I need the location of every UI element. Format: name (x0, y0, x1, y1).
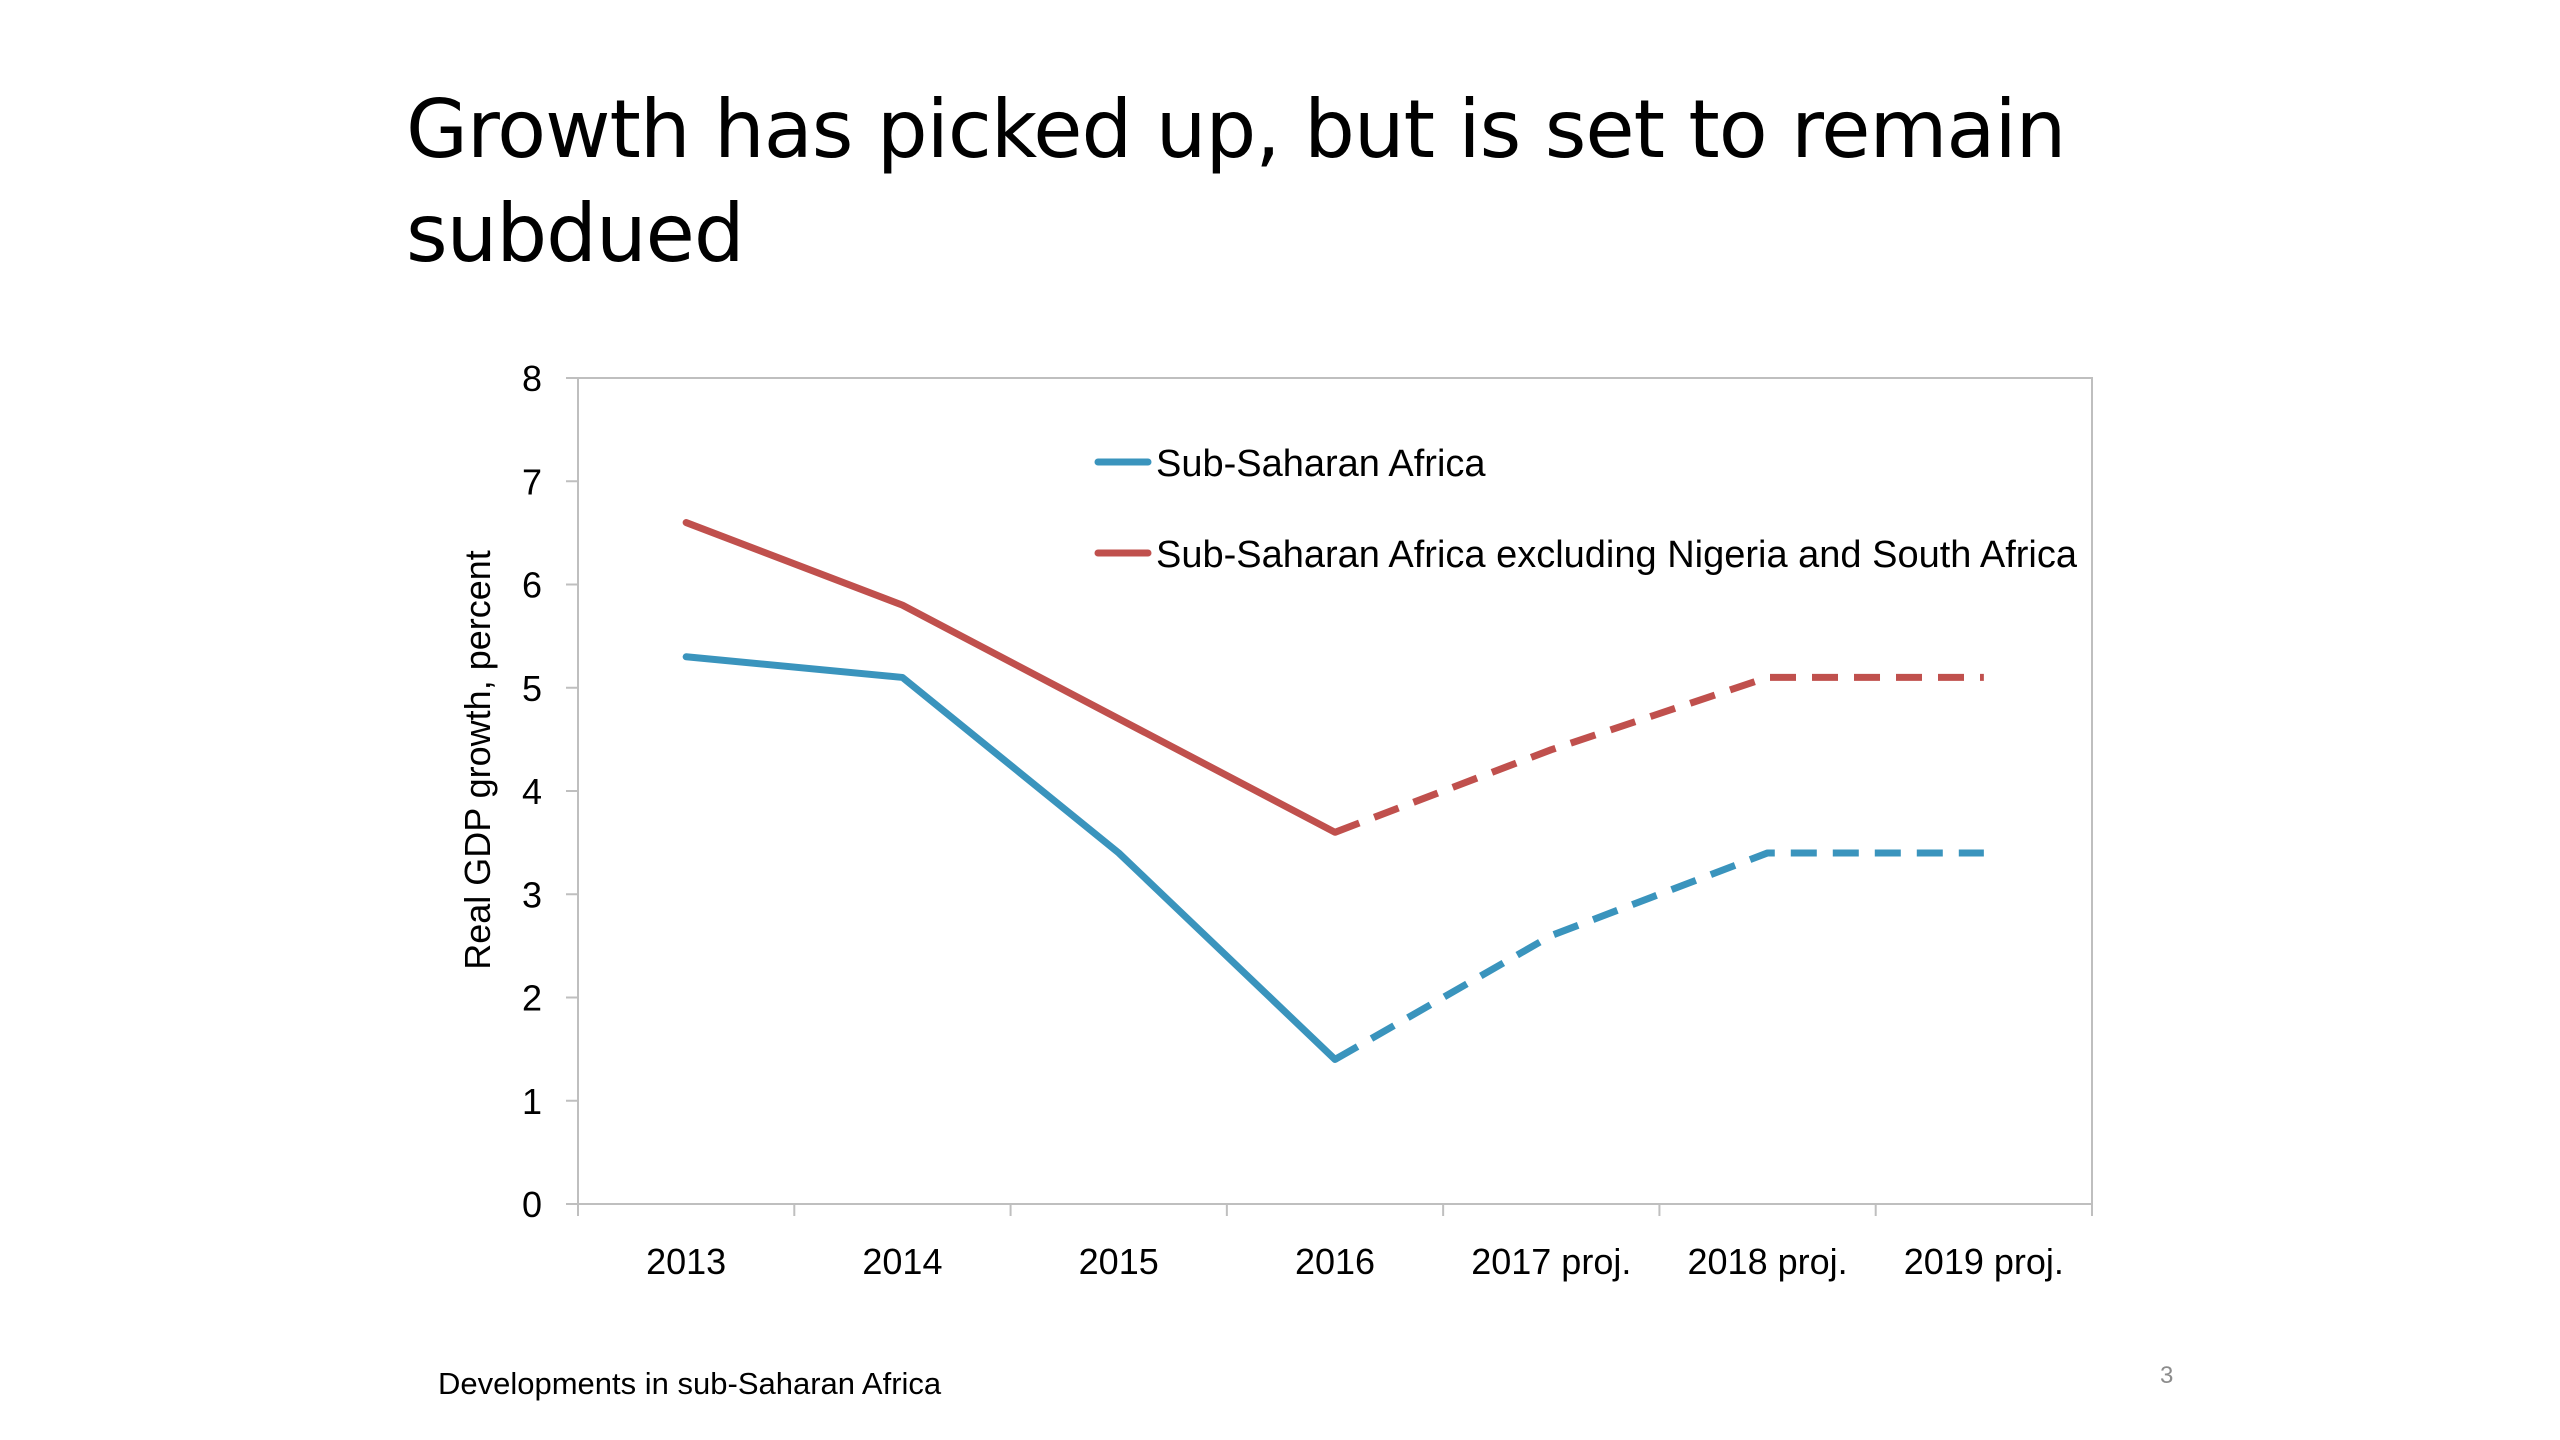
series-line-actual-0 (682, 653, 1339, 1063)
slide-title: Growth has picked up, but is set to rema… (406, 83, 2066, 280)
y-tick-label: 4 (522, 771, 542, 812)
y-tick-label: 0 (522, 1184, 542, 1225)
legend-label: Sub-Saharan Africa (1156, 443, 1486, 485)
x-axis: 2013 2014 2015 2016 2017 proj. 2018 proj. 2019… (577, 1204, 2093, 1282)
x-tick-label: 2014 (862, 1241, 942, 1282)
y-tick-label: 1 (522, 1081, 542, 1122)
series-layer (682, 519, 1984, 1063)
y-tick-label: 7 (522, 461, 542, 502)
series-line-projection-1 (1333, 673, 1984, 836)
x-tick-label: 2019 proj. (1904, 1241, 2064, 1282)
y-tick-label: 5 (522, 668, 542, 709)
x-tick-label: 2017 proj. (1471, 1241, 1631, 1282)
x-tick-label: 2018 proj. (1688, 1241, 1848, 1282)
page-number: 3 (2160, 1362, 2174, 1389)
y-axis: 0 1 2 3 4 5 6 7 8 (522, 358, 578, 1225)
y-tick-label: 8 (522, 358, 542, 399)
y-tick-label: 3 (522, 874, 542, 915)
legend-label: Sub-Saharan Africa excluding Nigeria and… (1156, 534, 2078, 576)
y-tick-label: 2 (522, 978, 542, 1019)
series-line-projection-0 (1333, 849, 1984, 1063)
x-tick-label: 2013 (646, 1241, 726, 1282)
x-tick-label: 2015 (1079, 1241, 1159, 1282)
series-line-actual-1 (682, 519, 1339, 836)
legend: Sub-Saharan Africa Sub-Saharan Africa exc… (1094, 443, 2078, 576)
x-tick-label: 2016 (1295, 1241, 1375, 1282)
slide-footer: Developments in sub-Saharan Africa (438, 1366, 942, 1401)
plot-area-frame (577, 377, 2093, 1205)
y-axis-label: Real GDP growth, percent (457, 550, 498, 970)
y-tick-label: 6 (522, 565, 542, 606)
